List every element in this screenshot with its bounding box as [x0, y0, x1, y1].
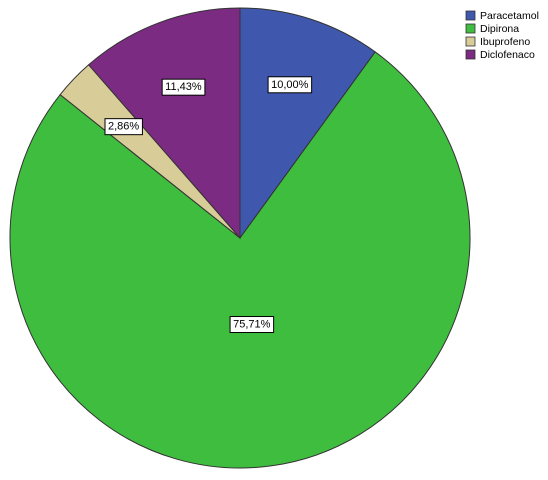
data-label: 75,71%	[229, 316, 275, 334]
data-label-box	[267, 76, 313, 94]
pie-slice	[9, 51, 471, 469]
data-label: 10,00%	[267, 76, 313, 94]
pie-slice	[87, 7, 241, 240]
data-label-text: 10,00%	[271, 79, 309, 91]
legend-label: Ibuprofeno	[480, 36, 530, 48]
data-label-box	[104, 118, 143, 136]
legend-swatch	[465, 23, 476, 34]
pie-slice	[239, 7, 376, 240]
data-label-text: 2,86%	[108, 121, 139, 133]
data-label-box	[229, 316, 275, 334]
data-label-text: 11,43%	[165, 81, 202, 93]
data-label: 2,86%	[104, 118, 143, 136]
data-label-text: 75,71%	[233, 319, 271, 331]
legend-swatch	[465, 10, 476, 21]
legend-label: Paracetamol	[480, 10, 539, 22]
legend-swatch	[465, 49, 476, 60]
data-label-box	[161, 78, 206, 96]
data-label: 11,43%	[161, 78, 206, 96]
legend-label: Diclofenaco	[480, 49, 535, 61]
legend-swatch	[465, 36, 476, 47]
legend-label: Dipirona	[480, 23, 519, 35]
